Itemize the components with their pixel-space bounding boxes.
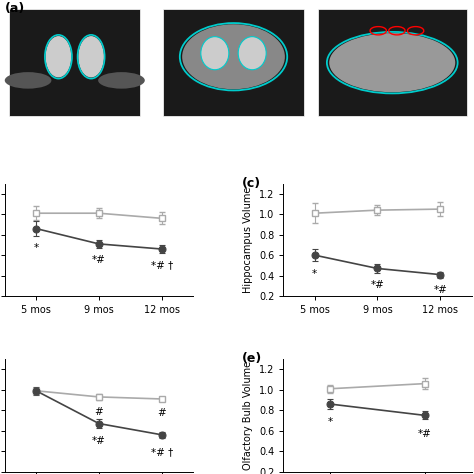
Ellipse shape <box>201 36 229 70</box>
Text: *#: *# <box>371 280 384 290</box>
Bar <box>9 9 140 116</box>
Ellipse shape <box>98 72 145 89</box>
Text: *#: *# <box>433 285 447 295</box>
Bar <box>164 9 303 116</box>
Y-axis label: Hippocampus Volume: Hippocampus Volume <box>244 187 254 293</box>
Text: #: # <box>157 408 166 418</box>
Text: *: * <box>312 270 317 280</box>
Text: (e): (e) <box>242 352 262 365</box>
Ellipse shape <box>5 72 51 89</box>
Ellipse shape <box>46 36 71 77</box>
Text: *# †: *# † <box>151 260 173 270</box>
Text: *: * <box>328 418 333 428</box>
Bar <box>318 9 467 116</box>
Text: (a): (a) <box>5 2 25 15</box>
Text: *#: *# <box>92 255 106 265</box>
Text: *: * <box>34 243 39 253</box>
Y-axis label: Olfactory Bulb Volume: Olfactory Bulb Volume <box>244 361 254 470</box>
Ellipse shape <box>238 36 266 70</box>
Text: (c): (c) <box>242 177 261 190</box>
Text: *#: *# <box>418 428 431 438</box>
Ellipse shape <box>182 24 285 89</box>
Ellipse shape <box>329 33 456 92</box>
Text: *# †: *# † <box>151 447 173 457</box>
Text: *#: *# <box>92 436 106 446</box>
Ellipse shape <box>78 36 104 77</box>
Text: #: # <box>94 407 103 417</box>
